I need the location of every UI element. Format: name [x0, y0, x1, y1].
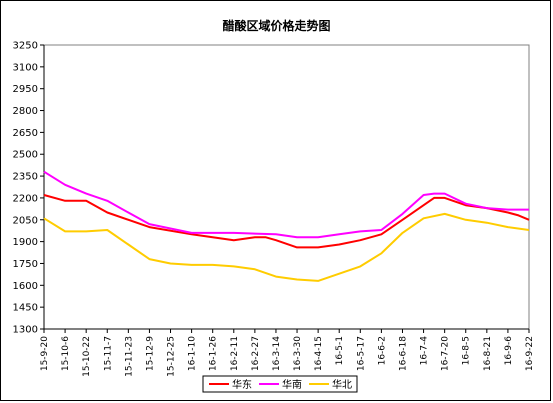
y-tick-label: 2200 [13, 193, 38, 204]
x-tick-label: 16-6-2 [377, 336, 387, 365]
y-tick-label: 1300 [13, 325, 38, 336]
x-tick-label: 15-10-22 [82, 336, 92, 377]
y-tick-label: 2350 [13, 172, 38, 183]
legend-box [202, 375, 358, 393]
series-line [43, 194, 530, 249]
x-tick-label: 16-6-18 [398, 336, 408, 371]
x-tick-label: 16-3-14 [272, 336, 282, 371]
y-tick-label: 2800 [13, 106, 38, 117]
x-tick-label: 16-3-30 [293, 336, 303, 371]
x-tick-label: 16-2-11 [230, 336, 240, 371]
x-tick-label: 16-8-5 [462, 336, 472, 365]
x-tick-label: 16-7-20 [441, 336, 451, 371]
y-tick-label: 2500 [13, 150, 38, 161]
y-tick-label: 2950 [13, 84, 38, 95]
x-tick-label: 16-4-15 [314, 336, 324, 371]
x-tick-label: 15-9-20 [40, 336, 50, 371]
plot-border [43, 44, 530, 330]
x-tick-label: 15-11-23 [124, 336, 134, 377]
x-tick-label: 15-12-9 [145, 336, 155, 371]
y-tick-label: 1750 [13, 259, 38, 270]
x-tick-label: 15-10-6 [61, 336, 71, 371]
x-tick-label: 16-5-17 [356, 336, 366, 371]
y-tick-label: 3100 [13, 62, 38, 73]
x-tick-label: 16-7-4 [420, 336, 430, 366]
x-tick-label: 16-9-6 [504, 336, 514, 366]
legend: 华东 华南 华北 [202, 375, 358, 393]
x-tick-label: 16-2-27 [251, 336, 261, 371]
x-tick-label: 16-9-22 [525, 336, 535, 371]
series-line [43, 212, 530, 282]
x-tick-label: 16-8-21 [483, 336, 493, 371]
y-axis: 1300 1450 1600 1750 1900 2050 2200 2350 2500 2650… [13, 41, 45, 336]
legend-label: 华南 [282, 378, 302, 391]
x-tick-label: 16-1-10 [188, 336, 198, 371]
y-tick-label: 2650 [13, 128, 38, 139]
legend-label: 华北 [332, 378, 352, 391]
x-tick-label: 16-1-26 [209, 336, 219, 371]
y-tick-label: 2050 [13, 215, 38, 226]
chart-title: 醋酸区域价格走势图 [222, 19, 331, 33]
legend-label: 华东 [232, 378, 252, 391]
x-tick-label: 15-12-25 [167, 336, 177, 377]
x-tick-label: 15-11-7 [103, 336, 113, 371]
x-axis: 15-9-20 15-10-6 15-10-22 15-11-7 15-11-23 15-… [40, 328, 535, 377]
series-line [43, 170, 529, 239]
y-tick-label: 1900 [13, 237, 38, 248]
series-layer [43, 170, 530, 282]
y-tick-label: 1450 [13, 303, 38, 314]
y-tick-label: 1600 [13, 281, 38, 292]
y-tick-label: 3250 [13, 41, 38, 52]
plot-area [43, 44, 530, 330]
x-tick-label: 16-5-1 [335, 336, 345, 365]
